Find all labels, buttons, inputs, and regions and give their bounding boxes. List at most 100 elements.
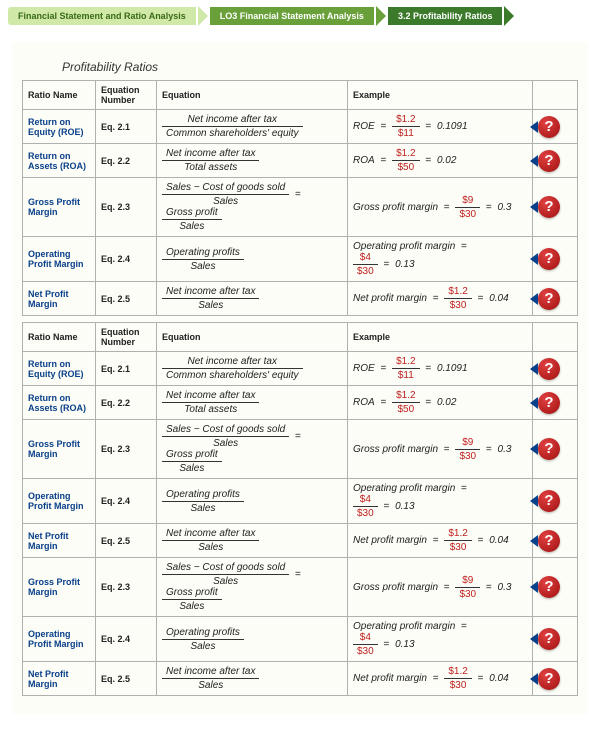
help-icon[interactable]: ? <box>538 576 560 598</box>
equation-number: Eq. 2.4 <box>96 479 157 524</box>
help-icon[interactable]: ? <box>538 530 560 552</box>
ratio-name[interactable]: Gross Profit Margin <box>23 420 96 479</box>
equation-cell: Operating profitsSales <box>157 479 348 524</box>
equation-number: Eq. 2.4 <box>96 237 157 282</box>
help-icon[interactable]: ? <box>538 628 560 650</box>
help-icon[interactable]: ? <box>538 392 560 414</box>
help-icon[interactable]: ? <box>538 196 560 218</box>
example-cell: ROA = $1.2$50 = 0.02 <box>348 144 533 178</box>
col-header-example: Example <box>348 81 533 110</box>
col-header-equation: Equation <box>157 323 348 352</box>
col-header-example: Example <box>348 323 533 352</box>
table-row: Gross Profit MarginEq. 2.3Sales − Cost o… <box>23 178 578 237</box>
chevron-right-icon <box>376 6 386 26</box>
ratio-name[interactable]: Return on Equity (ROE) <box>23 110 96 144</box>
ratio-name[interactable]: Gross Profit Margin <box>23 178 96 237</box>
col-header-equation: Equation <box>157 81 348 110</box>
example-cell: ROE = $1.2$11 = 0.1091 <box>348 110 533 144</box>
help-icon[interactable]: ? <box>538 248 560 270</box>
help-cell: ? <box>533 558 578 617</box>
table-row: Operating Profit MarginEq. 2.4Operating … <box>23 617 578 662</box>
equation-cell: Operating profitsSales <box>157 237 348 282</box>
help-cell: ? <box>533 662 578 696</box>
equation-cell: Net income after taxCommon shareholders'… <box>157 352 348 386</box>
help-icon[interactable]: ? <box>538 116 560 138</box>
equation-cell: Operating profitsSales <box>157 617 348 662</box>
example-cell: ROA = $1.2$50 = 0.02 <box>348 386 533 420</box>
example-cell: Net profit margin = $1.2$30 = 0.04 <box>348 524 533 558</box>
help-icon[interactable]: ? <box>538 150 560 172</box>
equation-cell: Net income after taxTotal assets <box>157 386 348 420</box>
ratio-name[interactable]: Return on Equity (ROE) <box>23 352 96 386</box>
col-header-blank <box>533 81 578 110</box>
help-cell: ? <box>533 178 578 237</box>
equation-cell: Net income after taxCommon shareholders'… <box>157 110 348 144</box>
example-cell: Net profit margin = $1.2$30 = 0.04 <box>348 282 533 316</box>
table-row: Return on Equity (ROE)Eq. 2.1Net income … <box>23 352 578 386</box>
help-icon[interactable]: ? <box>538 438 560 460</box>
equation-number: Eq. 2.3 <box>96 178 157 237</box>
ratio-name[interactable]: Operating Profit Margin <box>23 237 96 282</box>
equation-number: Eq. 2.2 <box>96 386 157 420</box>
breadcrumb-item-1[interactable]: Financial Statement and Ratio Analysis <box>8 7 196 25</box>
table-row: Net Profit MarginEq. 2.5Net income after… <box>23 282 578 316</box>
example-cell: Operating profit margin =$4$30 = 0.13 <box>348 617 533 662</box>
help-cell: ? <box>533 110 578 144</box>
help-cell: ? <box>533 144 578 178</box>
help-cell: ? <box>533 617 578 662</box>
equation-number: Eq. 2.5 <box>96 524 157 558</box>
example-cell: Operating profit margin =$4$30 = 0.13 <box>348 237 533 282</box>
equation-cell: Net income after taxTotal assets <box>157 144 348 178</box>
example-cell: Gross profit margin = $9$30 = 0.3 <box>348 420 533 479</box>
page-content: Profitability Ratios Ratio NameEquation … <box>12 42 588 714</box>
col-header-eqnum: Equation Number <box>96 323 157 352</box>
example-cell: Gross profit margin = $9$30 = 0.3 <box>348 558 533 617</box>
help-icon[interactable]: ? <box>538 288 560 310</box>
equation-cell: Net income after taxSales <box>157 282 348 316</box>
example-cell: Operating profit margin =$4$30 = 0.13 <box>348 479 533 524</box>
equation-number: Eq. 2.4 <box>96 617 157 662</box>
equation-number: Eq. 2.3 <box>96 420 157 479</box>
table-row: Gross Profit MarginEq. 2.3Sales − Cost o… <box>23 420 578 479</box>
col-header-name: Ratio Name <box>23 81 96 110</box>
example-cell: ROE = $1.2$11 = 0.1091 <box>348 352 533 386</box>
table-row: Return on Equity (ROE)Eq. 2.1Net income … <box>23 110 578 144</box>
ratio-name[interactable]: Return on Assets (ROA) <box>23 144 96 178</box>
section-title: Profitability Ratios <box>62 60 578 74</box>
col-header-blank <box>533 323 578 352</box>
help-cell: ? <box>533 386 578 420</box>
ratio-name[interactable]: Gross Profit Margin <box>23 558 96 617</box>
help-cell: ? <box>533 352 578 386</box>
help-cell: ? <box>533 237 578 282</box>
breadcrumb-item-3[interactable]: 3.2 Profitability Ratios <box>388 7 503 25</box>
breadcrumb-item-2[interactable]: LO3 Financial Statement Analysis <box>210 7 374 25</box>
ratio-name[interactable]: Net Profit Margin <box>23 524 96 558</box>
help-icon[interactable]: ? <box>538 668 560 690</box>
ratio-name[interactable]: Operating Profit Margin <box>23 479 96 524</box>
equation-number: Eq. 2.2 <box>96 144 157 178</box>
col-header-name: Ratio Name <box>23 323 96 352</box>
help-cell: ? <box>533 420 578 479</box>
ratios-table-2: Ratio NameEquation NumberEquationExample… <box>22 322 578 696</box>
equation-cell: Net income after taxSales <box>157 662 348 696</box>
table-row: Gross Profit MarginEq. 2.3Sales − Cost o… <box>23 558 578 617</box>
help-icon[interactable]: ? <box>538 358 560 380</box>
equation-cell: Net income after taxSales <box>157 524 348 558</box>
breadcrumb: Financial Statement and Ratio Analysis L… <box>0 0 600 32</box>
help-icon[interactable]: ? <box>538 490 560 512</box>
col-header-eqnum: Equation Number <box>96 81 157 110</box>
table-row: Return on Assets (ROA)Eq. 2.2Net income … <box>23 144 578 178</box>
ratio-name[interactable]: Net Profit Margin <box>23 662 96 696</box>
table-row: Operating Profit MarginEq. 2.4Operating … <box>23 237 578 282</box>
ratio-name[interactable]: Return on Assets (ROA) <box>23 386 96 420</box>
equation-number: Eq. 2.1 <box>96 110 157 144</box>
ratios-table-1: Ratio NameEquation NumberEquationExample… <box>22 80 578 316</box>
table-row: Net Profit MarginEq. 2.5Net income after… <box>23 524 578 558</box>
example-cell: Net profit margin = $1.2$30 = 0.04 <box>348 662 533 696</box>
table-row: Return on Assets (ROA)Eq. 2.2Net income … <box>23 386 578 420</box>
table-row: Net Profit MarginEq. 2.5Net income after… <box>23 662 578 696</box>
ratio-name[interactable]: Net Profit Margin <box>23 282 96 316</box>
help-cell: ? <box>533 479 578 524</box>
chevron-right-icon <box>198 6 208 26</box>
ratio-name[interactable]: Operating Profit Margin <box>23 617 96 662</box>
